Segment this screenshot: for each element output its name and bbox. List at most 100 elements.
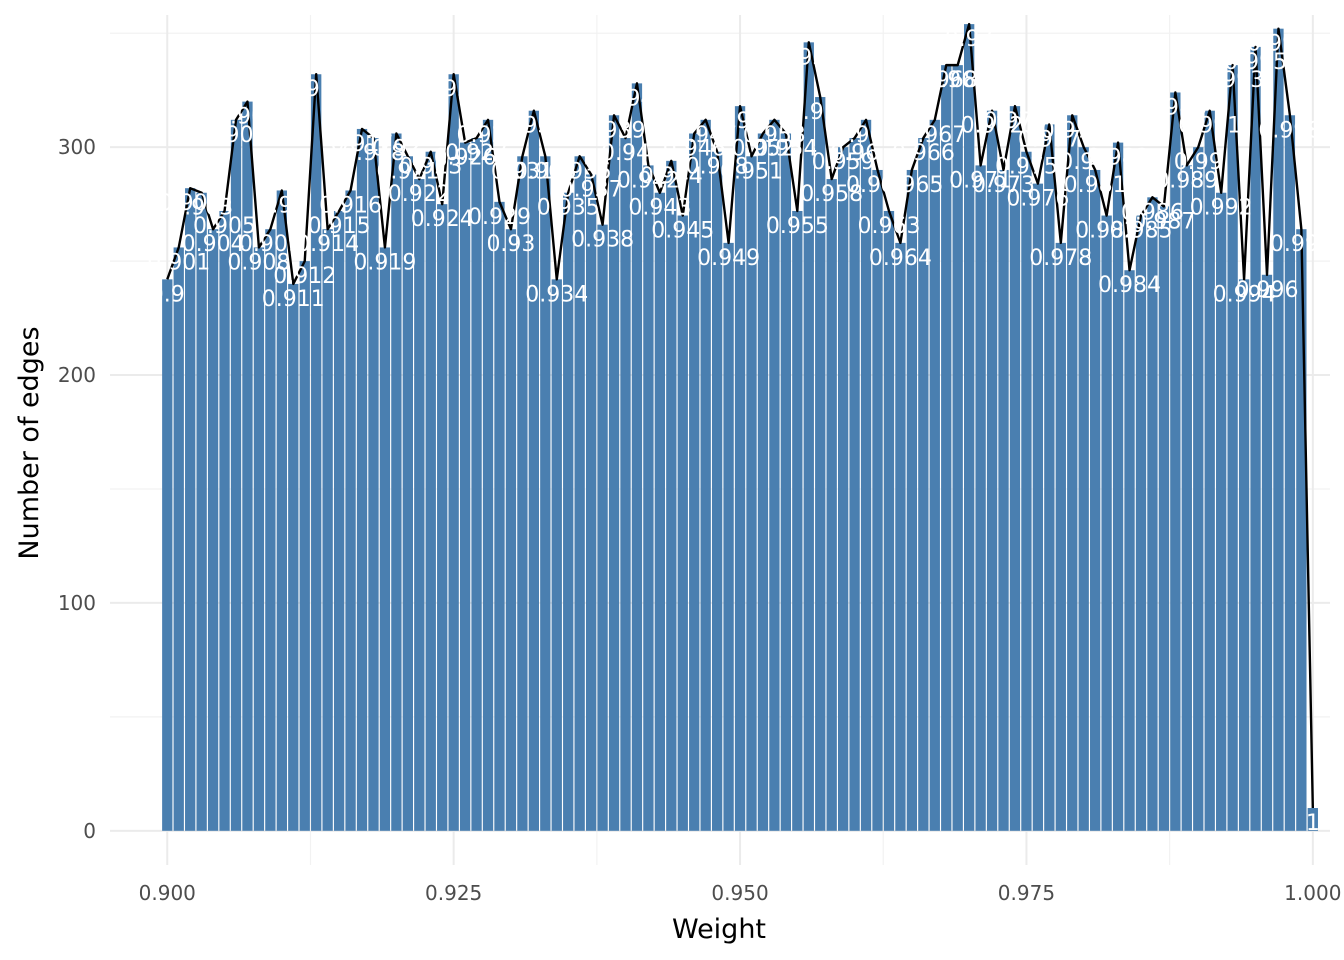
bar-value-label: 0.998 (1258, 118, 1321, 143)
bar-value-label: 0.903 (170, 196, 233, 221)
bar-value-label: 0.952 (731, 136, 794, 161)
histogram-bar (986, 110, 998, 831)
x-tick-label: 1.000 (1284, 881, 1341, 905)
y-tick-label: 0 (83, 819, 96, 843)
histogram-bar (1124, 270, 1135, 831)
bar-value-label: 0.989 (1155, 168, 1218, 193)
bar-value-label: 0.978 (1029, 246, 1092, 271)
histogram-bar (964, 24, 975, 831)
histogram-bar (1147, 197, 1158, 831)
histogram-bar (391, 133, 402, 831)
histogram-bar (471, 138, 482, 831)
histogram-bar (1112, 142, 1124, 831)
histogram-bar (368, 138, 379, 831)
histogram-bar (1284, 115, 1296, 831)
bar-value-label: 0.919 (353, 250, 416, 275)
bar-value-label: 0.908 (227, 250, 290, 275)
histogram-bar (1009, 106, 1021, 831)
bar-value-label: 0.911 (262, 287, 325, 312)
histogram-bar (1204, 110, 1215, 831)
bar-value-label: 0.97 (945, 27, 994, 52)
bar-value-label: 0.965 (880, 173, 943, 198)
histogram-bar (975, 165, 986, 831)
bar-value-label: 0.924 (411, 207, 474, 232)
histogram-bar (540, 156, 551, 831)
x-tick-label: 0.975 (998, 881, 1055, 905)
histogram-bar (288, 283, 299, 831)
bar-value-label: 0.979 (1041, 118, 1104, 143)
bar-value-label: 0.937 (560, 178, 623, 203)
bar-value-label: 0.999 (1270, 232, 1333, 257)
bar-value-label: 0.938 (571, 228, 634, 253)
histogram-bar (1021, 151, 1032, 831)
bar-value-label: 0.905 (193, 214, 256, 239)
histogram-bar (677, 215, 688, 831)
bar-value-label: 0.983 (1087, 146, 1150, 171)
bar-value-label: 0.933 (514, 159, 577, 184)
histogram-bar (1032, 183, 1044, 831)
histogram-bar (219, 210, 230, 831)
bar-value-label: 0.907 (216, 105, 279, 130)
y-tick-label: 100 (58, 591, 96, 615)
histogram-bar (1090, 169, 1101, 831)
histogram-bar (597, 224, 608, 831)
histogram-bar (528, 110, 540, 831)
histogram-bar (941, 65, 952, 831)
histogram-bar (494, 201, 505, 831)
histogram-bar (998, 169, 1009, 831)
bar-value-label: 0.902 (159, 191, 222, 216)
histogram-bar (437, 204, 448, 831)
bar-value-label: 0.953 (743, 123, 806, 148)
bar-value-label: 0.98 (1059, 150, 1108, 175)
bar-value-label: 0.963 (857, 214, 920, 239)
histogram-bar (746, 156, 757, 831)
bar-value-label: 0.967 (903, 123, 966, 148)
bar-value-label: 0.946 (663, 136, 726, 161)
bar-value-label: 0.936 (548, 159, 611, 184)
histogram-bar (654, 192, 666, 831)
histogram-bar (1044, 124, 1055, 831)
histogram-bar (230, 119, 242, 831)
y-axis-title: Number of edges (14, 326, 45, 559)
histogram-bar (414, 179, 425, 831)
bar-value-label: 0.918 (342, 141, 405, 166)
histogram-bar (459, 142, 471, 831)
bar-value-label: 0.994 (1213, 282, 1276, 307)
histogram-bar (1250, 46, 1261, 831)
histogram-bar (918, 138, 929, 831)
bar-value-label: 0.914 (296, 232, 359, 257)
bar-value-label: 0.94 (601, 141, 650, 166)
bar-value-labels: 0.90.9010.9020.9030.9040.9050.9060.9070.… (147, 27, 1333, 836)
histogram-bar (1273, 28, 1284, 831)
histogram-bar (1067, 115, 1078, 831)
histogram-bar (299, 261, 310, 831)
bar-value-label: 0.985 (1109, 219, 1172, 244)
bar-value-label: 0.96 (830, 141, 879, 166)
y-tick-label: 200 (58, 363, 96, 387)
histogram-bar (1101, 215, 1112, 831)
histogram-bar (734, 106, 746, 831)
bar-value-label: 0.957 (789, 100, 852, 125)
histogram-bar (505, 229, 517, 831)
x-axis-ticks: 0.900 0.925 0.950 0.975 1.000 (139, 881, 1342, 905)
bar-value-label: 0.913 (285, 77, 348, 102)
histogram-bar (1261, 274, 1273, 831)
histogram-bar (700, 119, 711, 831)
bar-value-label: 0.966 (892, 141, 955, 166)
bar-value-label: 0.993 (1201, 68, 1264, 93)
bar-value-label: 0.961 (835, 123, 898, 148)
bar-value-label: 0.909 (239, 232, 302, 257)
histogram-bar (1227, 65, 1238, 831)
histogram-bar (1193, 147, 1204, 831)
bar-value-label: 0.962 (846, 173, 909, 198)
histogram-bar (379, 247, 391, 831)
histogram-bar (563, 192, 574, 831)
bar-value-label: 0.977 (1018, 127, 1081, 152)
histogram-bar (333, 210, 345, 831)
bar-value-label: 0.995 (1224, 50, 1287, 75)
bar-value-label: 0.971 (949, 168, 1012, 193)
histogram-bar (1078, 147, 1089, 831)
bar-value-label: 0.974 (983, 109, 1046, 134)
bar-value-label: 0.969 (926, 68, 989, 93)
histogram-bar (482, 119, 494, 831)
